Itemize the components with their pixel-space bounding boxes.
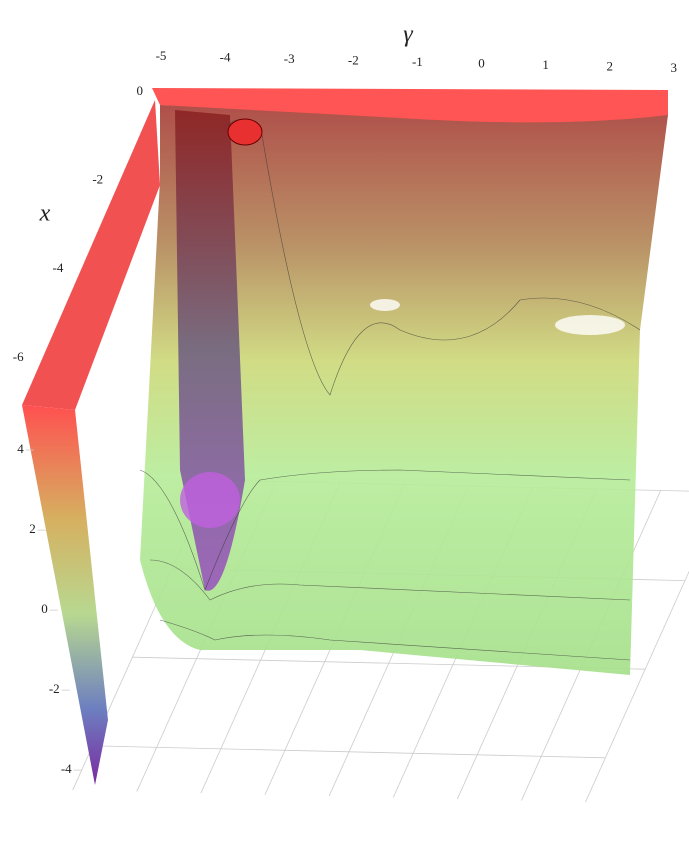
mesh-line — [159, 619, 631, 661]
y-tick-label: -4 — [53, 260, 64, 275]
z-tick-label: 2 — [29, 521, 36, 536]
grid-line — [585, 570, 689, 803]
surface-front-strip — [22, 405, 108, 785]
mesh-line — [139, 469, 631, 591]
x-axis-title: γ — [403, 22, 413, 48]
x-tick-label: 1 — [542, 57, 549, 72]
x-tick-label: -5 — [156, 48, 167, 63]
x-tick-label: -1 — [412, 54, 423, 69]
y-tick-label: 0 — [137, 83, 144, 98]
z-tick-label: 0 — [41, 601, 48, 616]
x-tick-label: -2 — [348, 52, 359, 67]
surface-tube-top — [227, 118, 263, 146]
y-axis-title: x — [39, 201, 51, 227]
highlight — [370, 299, 400, 311]
y-tick-label: -2 — [92, 172, 103, 187]
grid-line — [92, 745, 606, 759]
z-tick-label: -2 — [49, 681, 60, 696]
surface-left-wall — [22, 100, 160, 410]
x-tick-label: 0 — [478, 55, 485, 70]
x-tick-label: -3 — [284, 51, 295, 66]
surface-well — [175, 110, 245, 591]
mesh-line — [149, 559, 631, 601]
z-tick-label: -4 — [61, 761, 72, 776]
surface-well-bottom — [180, 472, 240, 528]
x-tick-label: -4 — [220, 49, 231, 64]
y-tick-label: -6 — [13, 349, 24, 364]
x-tick-label: 3 — [671, 60, 678, 75]
z-tick-label: 4 — [17, 441, 24, 456]
surface-main — [140, 105, 668, 675]
x-tick-label: 2 — [606, 58, 613, 73]
highlight — [555, 315, 625, 335]
surface — [22, 88, 668, 785]
surface-top-band — [152, 88, 668, 123]
mesh-line — [227, 119, 641, 396]
